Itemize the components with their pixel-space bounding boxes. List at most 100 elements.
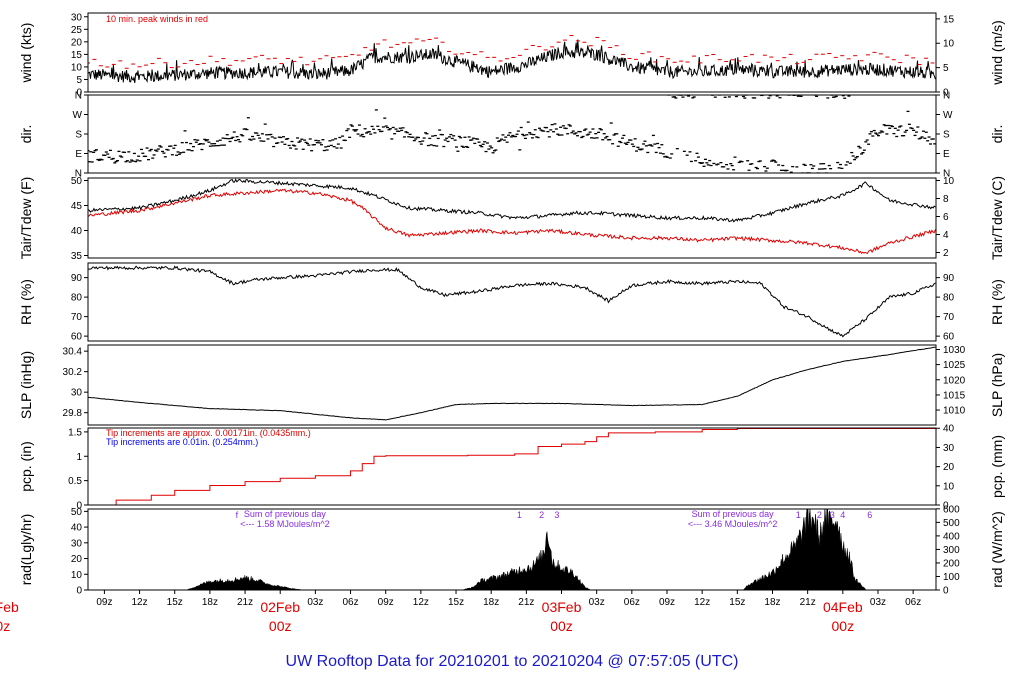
- x-tick-label: 21z: [518, 597, 534, 608]
- precip-note: Tip increments are 0.01in. (0.254mm.): [106, 437, 258, 447]
- plot-area-slp: [88, 346, 936, 421]
- y-tick-label: 30.2: [63, 367, 83, 378]
- y-right-tick-label: 1020: [943, 375, 966, 386]
- y-right-tick-label: 10: [943, 39, 955, 50]
- y-tick-label: 1: [76, 452, 82, 463]
- y-tick-label: 25: [71, 25, 83, 36]
- wind-speed-line: [88, 39, 936, 84]
- y-right-tick-label: N: [943, 91, 950, 102]
- panel-rad: [84, 508, 940, 591]
- y-tick-label: 0: [76, 501, 82, 512]
- y-right-tick-label: 5: [943, 63, 949, 74]
- x-tick-label: 18z: [202, 597, 218, 608]
- y-right-tick-label: 2: [943, 248, 949, 259]
- y-right-tick-label: 1030: [943, 345, 966, 356]
- x-tick-label: 21z: [237, 597, 253, 608]
- y-right-tick-label: S: [943, 130, 950, 141]
- x-tick-label: 15z: [729, 597, 745, 608]
- date-label: 01Feb: [0, 599, 19, 615]
- y-right-tick-label: 40: [943, 424, 955, 435]
- y-right-tick-label: 600: [943, 504, 960, 515]
- y-tick-label: 50: [71, 176, 83, 187]
- y-tick-label: 29.8: [63, 408, 83, 419]
- y-axis-right-label-wind: wind (m/s): [989, 20, 1005, 86]
- panel-pcp: [84, 427, 940, 506]
- y-right-tick-label: 0: [943, 501, 949, 512]
- panel-frame: [87, 12, 937, 93]
- x-tick-label: 21z: [800, 597, 816, 608]
- radiation-sum-value: <--- 3.46 MJoules/m^2: [688, 519, 778, 529]
- y-right-tick-label: 10: [943, 176, 955, 187]
- y-tick-label: 70: [71, 312, 83, 323]
- y-tick-label: 20: [71, 554, 83, 565]
- y-right-tick-label: 1025: [943, 360, 966, 371]
- y-tick-label: S: [75, 130, 82, 141]
- y-tick-label: 30: [71, 388, 83, 399]
- y-right-tick-label: 1015: [943, 390, 966, 401]
- y-tick-label: 30: [71, 538, 83, 549]
- x-tick-label: 09z: [659, 597, 675, 608]
- radiation-day-area: [461, 531, 591, 590]
- x-tick-label: 06z: [905, 597, 921, 608]
- y-axis-right-label-temp: Tair/Tdew (C): [989, 176, 1005, 260]
- radiation-hour-mark: 3: [830, 510, 835, 520]
- y-tick-label: N: [75, 91, 82, 102]
- x-tick-label: 15z: [448, 597, 464, 608]
- panel-rh: [84, 262, 940, 342]
- y-axis-right-label-dir: dir.: [989, 125, 1005, 144]
- y-tick-label: 0.5: [68, 476, 82, 487]
- y-tick-label: 35: [71, 251, 83, 262]
- y-tick-label: 60: [71, 332, 83, 343]
- x-tick-label: 12z: [413, 597, 429, 608]
- y-axis-right-label-rh: RH (%): [989, 279, 1005, 325]
- x-tick-label: 09z: [378, 597, 394, 608]
- y-tick-label: 15: [71, 50, 83, 61]
- y-tick-label: 10: [71, 570, 83, 581]
- x-tick-label: 18z: [483, 597, 499, 608]
- y-tick-label: 40: [71, 226, 83, 237]
- y-right-tick-label: 60: [943, 332, 955, 343]
- radiation-day-area: [743, 509, 867, 590]
- y-axis-right-label-rad: rad (W/m^2): [989, 511, 1005, 588]
- radiation-hour-mark: 4: [840, 510, 845, 520]
- radiation-hour-mark: 1: [517, 510, 522, 520]
- panel-dir: [84, 94, 940, 174]
- chart-title: UW Rooftop Data for 20210201 to 20210204…: [286, 653, 739, 670]
- y-axis-label-pcp: pcp. (in): [18, 441, 34, 492]
- y-axis-label-wind: wind (kts): [18, 23, 34, 84]
- y-tick-label: 5: [76, 75, 82, 86]
- radiation-sum-value: <--- 1.58 MJoules/m^2: [240, 519, 330, 529]
- x-tick-label: 06z: [624, 597, 640, 608]
- y-right-tick-label: 4: [943, 230, 949, 241]
- y-tick-label: 50: [71, 507, 83, 518]
- radiation-hour-mark: 2: [817, 510, 822, 520]
- y-right-tick-label: 20: [943, 462, 955, 473]
- y-right-tick-label: N: [943, 169, 950, 180]
- plot-area-dir: [88, 95, 936, 173]
- plot-area-temp: [88, 178, 936, 255]
- radiation-hour-mark: 3: [554, 510, 559, 520]
- y-right-tick-label: E: [943, 149, 950, 160]
- y-right-tick-label: 80: [943, 293, 955, 304]
- plot-area-pcp: [88, 428, 936, 505]
- panel-frame: [87, 177, 937, 259]
- panel-temp: [84, 177, 940, 259]
- y-axis-label-rh: RH (%): [18, 279, 34, 325]
- y-right-tick-label: 100: [943, 572, 960, 583]
- date-label: 02Feb: [260, 599, 300, 615]
- date-label: 04Feb: [823, 599, 863, 615]
- y-right-tick-label: 400: [943, 531, 960, 542]
- y-right-tick-label: 15: [943, 14, 955, 25]
- radiation-hour-mark: 6: [867, 510, 872, 520]
- panel-frame: [87, 344, 937, 426]
- y-tick-label: 10: [71, 62, 83, 73]
- y-tick-label: 0: [76, 88, 82, 99]
- y-tick-label: 80: [71, 293, 83, 304]
- slp-series-line-0: [88, 346, 936, 421]
- y-tick-label: 0: [76, 586, 82, 597]
- y-tick-label: 1.5: [68, 427, 82, 438]
- temp-series-line-1: [88, 188, 936, 255]
- y-right-tick-label: 0: [943, 88, 949, 99]
- y-axis-label-slp: SLP (inHg): [18, 351, 34, 419]
- y-right-tick-label: 200: [943, 558, 960, 569]
